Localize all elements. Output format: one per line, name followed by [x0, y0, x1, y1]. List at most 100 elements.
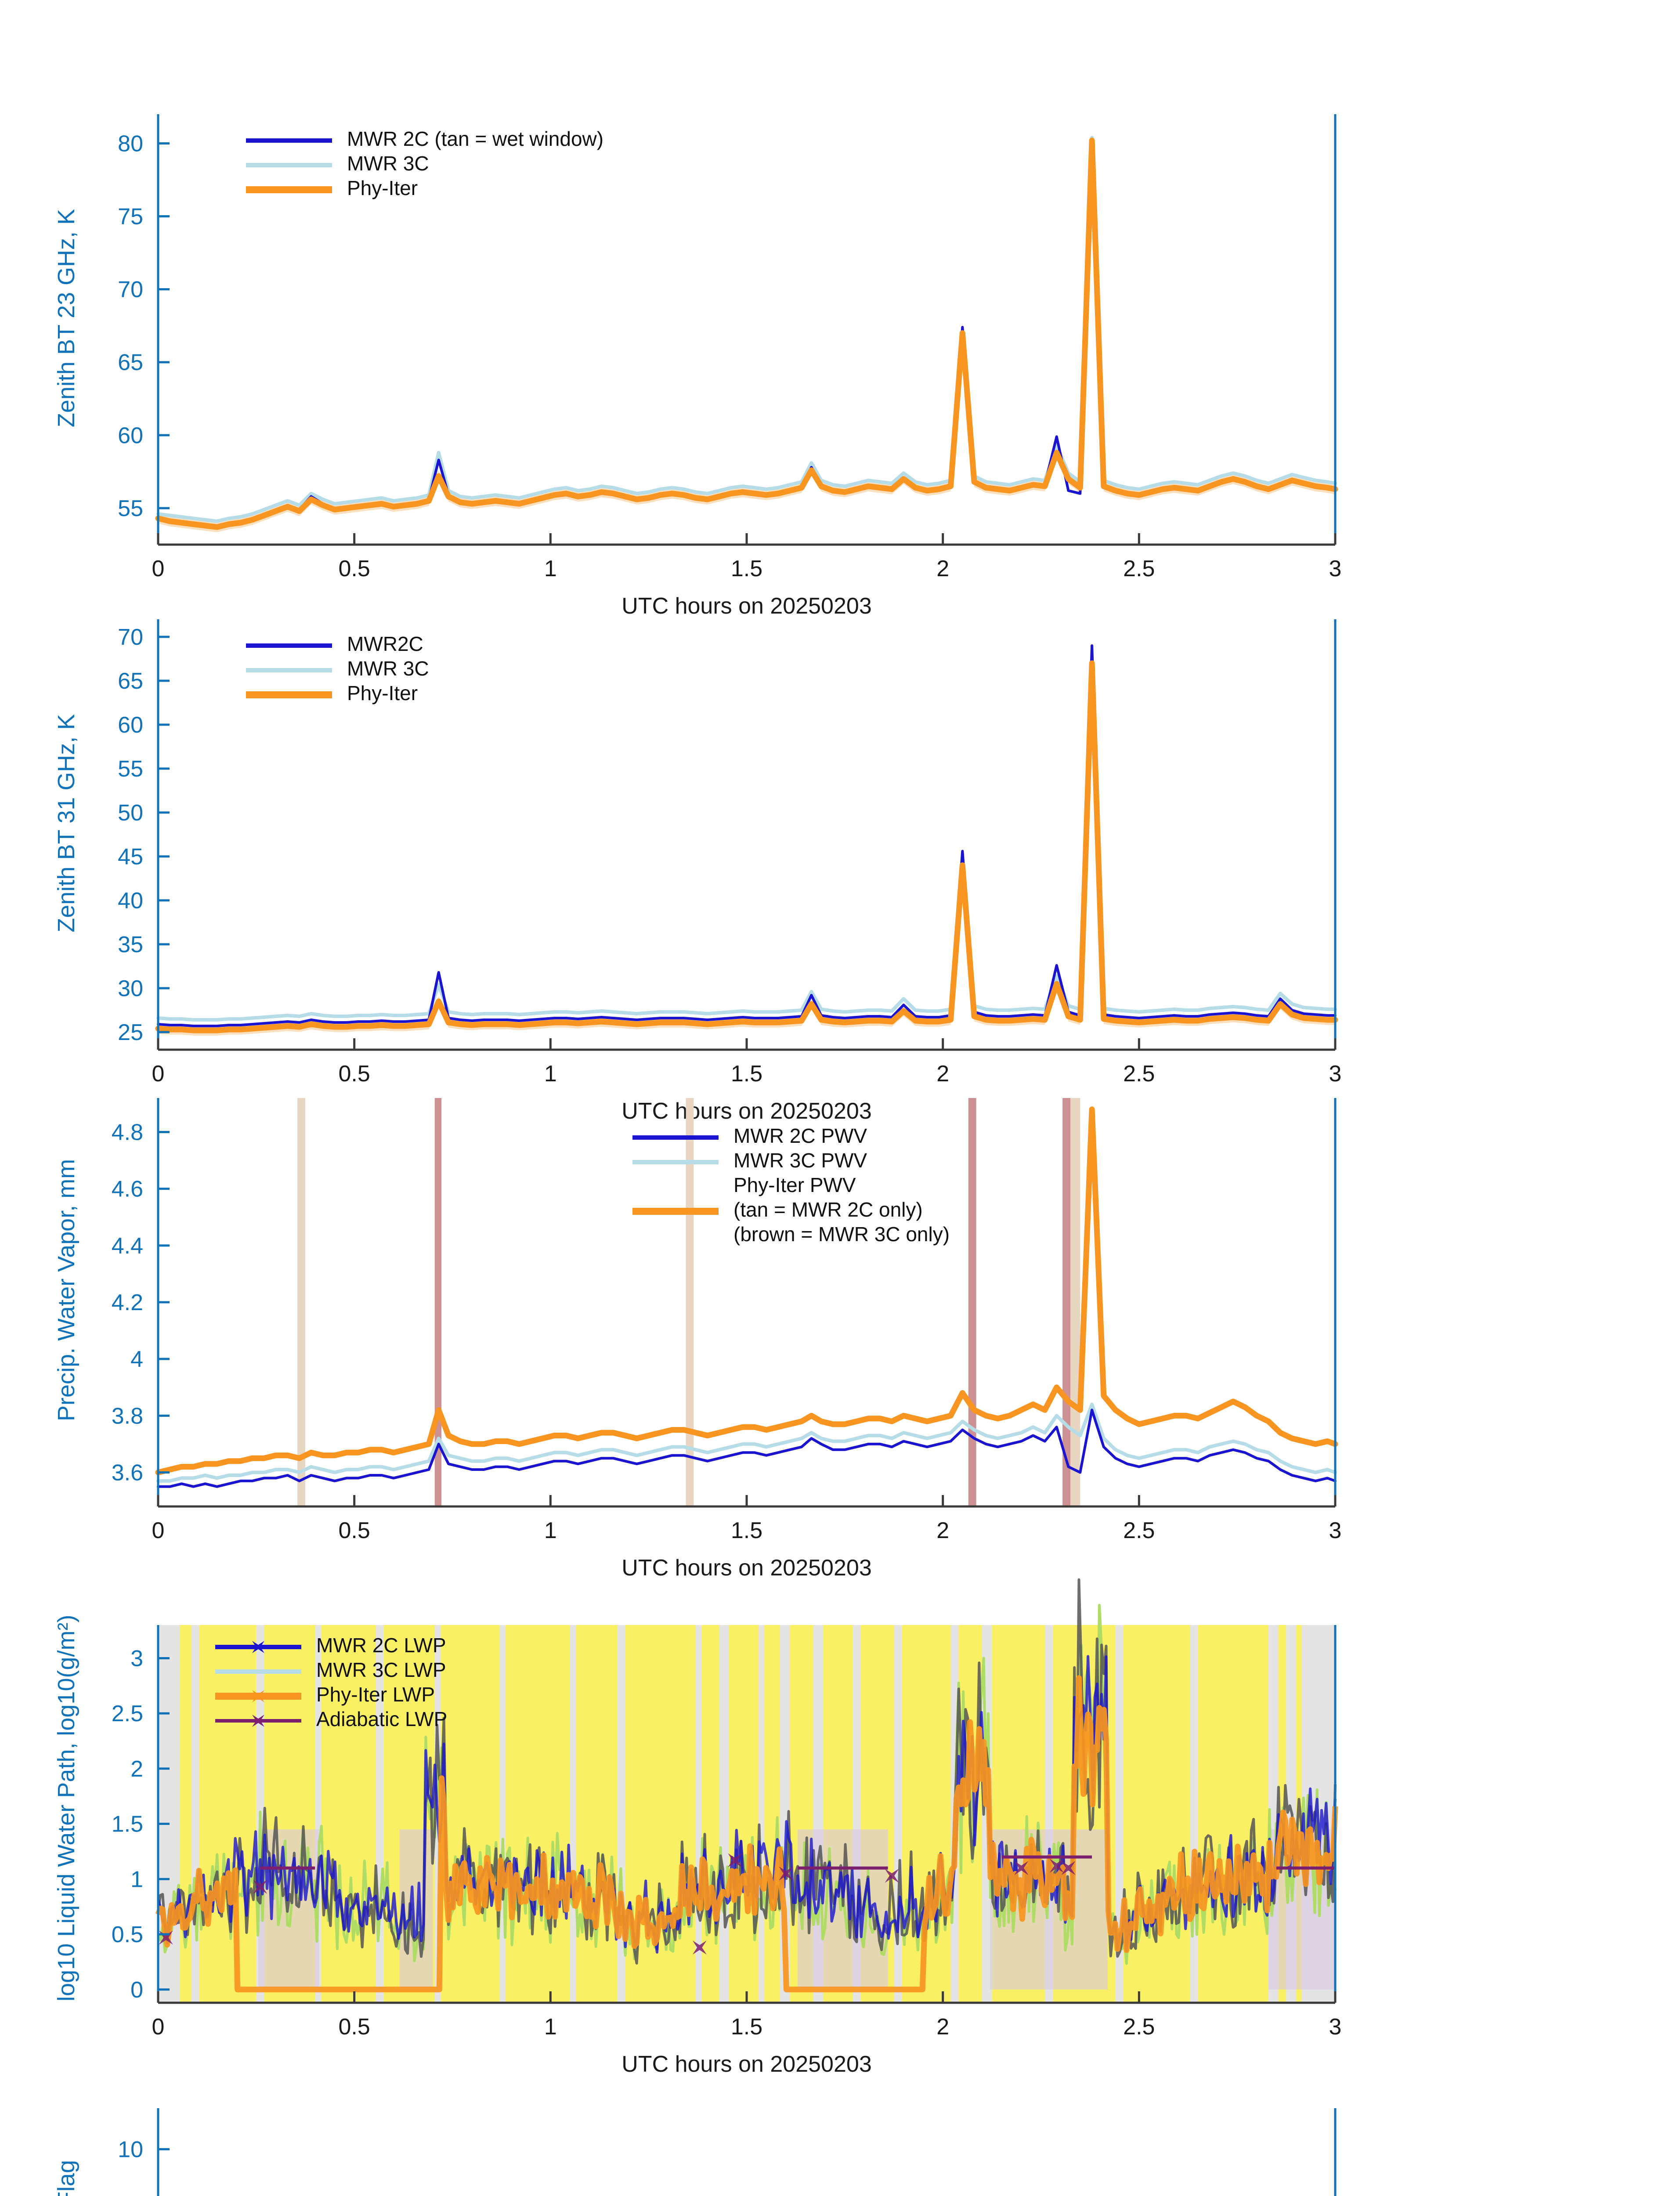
series-line [156, 1402, 1337, 1483]
y-tick-label: 4.2 [112, 1290, 143, 1315]
y-tick-label: 4 [130, 1347, 143, 1372]
brown-mwr3c-band [434, 1098, 441, 1506]
legend-label: (brown = MWR 3C only) [733, 1223, 950, 1246]
series-line [157, 644, 1337, 1027]
yellow-band [729, 1625, 759, 2003]
x-tick-label: 1.5 [731, 2014, 762, 2040]
x-axis-label: UTC hours on 20250203 [621, 1098, 872, 1124]
legend-label: Phy-Iter [347, 682, 418, 704]
yellow-band [441, 1625, 500, 2003]
yellow-band [764, 1625, 780, 2003]
x-tick-label: 1 [544, 2014, 557, 2040]
y-tick-label: 3.6 [112, 1460, 143, 1486]
phy-iter-uncertainty-band [158, 658, 1335, 1036]
x-axis-label: UTC hours on 20250203 [621, 2052, 872, 2077]
gray-band [719, 1625, 729, 2003]
y-tick-label: 0 [130, 1977, 143, 2003]
legend-label: Adiabatic LWP [316, 1708, 447, 1730]
series-line [157, 137, 1337, 527]
series-line [157, 1409, 1337, 1488]
x-axis-label: UTC hours on 20250203 [621, 1555, 872, 1581]
y-tick-label: 70 [118, 625, 143, 650]
panel-4: 0 0.5 1 1.5 2 2.5 3 0 0.5 1 1.5 2 2.5 3 MWR 2C LWP MWR … [0, 1578, 1680, 2148]
legend-marker [252, 1690, 264, 1702]
y-tick-label: 80 [118, 131, 143, 156]
x-tick-label: 1 [544, 1518, 557, 1543]
x-tick-label: 2 [936, 556, 949, 582]
y-tick-label: 2 [130, 1756, 143, 1782]
y-tick-label: 65 [118, 350, 143, 376]
x-axis-label: UTC hours on 20250203 [621, 593, 872, 619]
tan-wet-window-band [297, 1098, 305, 1506]
panel-2: 25 30 35 40 45 50 55 60 65 70 0 0.5 1 1.5 2 2.5 3 MWR2C MW… [0, 615, 1680, 1195]
yellow-band [701, 1625, 719, 2003]
series-line [156, 136, 1337, 523]
y-tick-label: 3 [130, 1646, 143, 1671]
legend-label: MWR 3C [347, 657, 429, 680]
y-tick-label: 10 [118, 2137, 143, 2162]
x-tick-label: 2.5 [1123, 1061, 1155, 1087]
x-tick-label: 2 [936, 1061, 949, 1087]
y-tick-label: 3.8 [112, 1403, 143, 1429]
gray-band [1190, 1625, 1198, 2003]
adiabatic-lwp-marker [885, 1868, 899, 1883]
x-tick-label: 1 [544, 1061, 557, 1087]
legend-label: MWR2C [347, 632, 423, 655]
legend-marker [252, 1641, 264, 1653]
legend-label: MWR 2C LWP [316, 1634, 446, 1657]
legend-label: Phy-Iter LWP [316, 1683, 435, 1706]
y-tick-label: 4.8 [112, 1120, 143, 1145]
x-tick-label: 0 [152, 2014, 165, 2040]
y-tick-label: 55 [118, 756, 143, 782]
y-tick-label: 1 [130, 1867, 143, 1892]
y-tick-label: 65 [118, 668, 143, 694]
legend-label: MWR 3C PWV [733, 1149, 867, 1172]
brown-mwr3c-band [1062, 1098, 1070, 1506]
adiabatic-lwp-marker [1049, 1859, 1064, 1873]
panel-1: 55 60 65 70 75 80 0 0.5 1 1.5 2 2.5 3 MWR 2C (tan = w… [0, 110, 1680, 690]
y-tick-label: 45 [118, 844, 143, 870]
y-tick-label: 30 [118, 976, 143, 1001]
adiabatic-lwp-marker [253, 1879, 267, 1894]
x-tick-label: 1.5 [731, 556, 762, 582]
legend-label: MWR 2C PWV [733, 1124, 867, 1147]
x-tick-label: 1 [544, 556, 557, 582]
adiabatic-lwp-marker [728, 1853, 742, 1867]
yellow-band [505, 1625, 570, 2003]
adiabatic-lwp-marker [1061, 1861, 1076, 1875]
gray-band [191, 1625, 199, 2003]
y-tick-label: 4.4 [112, 1233, 143, 1259]
adiabatic-lwp-marker [779, 1866, 793, 1881]
legend-marker [252, 1715, 264, 1727]
tan-wet-window-band [1070, 1098, 1080, 1506]
phy-iter-uncertainty-band [158, 135, 1335, 532]
adiabatic-lwp-marker [692, 1940, 707, 1955]
y-axis-label: log10 Liquid Water Path, log10(g/m²) [53, 1614, 79, 2001]
series-line [155, 660, 1338, 1033]
series-line [155, 1106, 1338, 1475]
x-tick-label: 3 [1329, 2014, 1342, 2040]
yellow-band [199, 1625, 257, 2003]
yellow-band [1198, 1625, 1269, 2003]
x-tick-label: 0 [152, 1518, 165, 1543]
tan-wet-window-band [686, 1098, 694, 1506]
yellow-band [321, 1625, 376, 2003]
y-tick-label: 2.5 [112, 1701, 143, 1726]
x-tick-label: 3 [1329, 1518, 1342, 1543]
x-tick-label: 0.5 [339, 2014, 370, 2040]
legend-label: MWR 3C LWP [316, 1658, 446, 1681]
x-tick-label: 2.5 [1123, 2014, 1155, 2040]
y-tick-label: 75 [118, 204, 143, 230]
y-tick-label: 60 [118, 423, 143, 448]
phy-iter-lwp-trace [155, 1675, 1338, 1993]
x-tick-label: 0.5 [339, 1061, 370, 1087]
y-axis-label: Zenith BT 31 GHz, K [53, 714, 79, 932]
panel-3: 3.6 3.8 4 4.2 4.4 4.6 4.8 0 0.5 1 1.5 2 2.5 3 MWR 2C P… [0, 1094, 1680, 1651]
x-tick-label: 2 [936, 2014, 949, 2040]
